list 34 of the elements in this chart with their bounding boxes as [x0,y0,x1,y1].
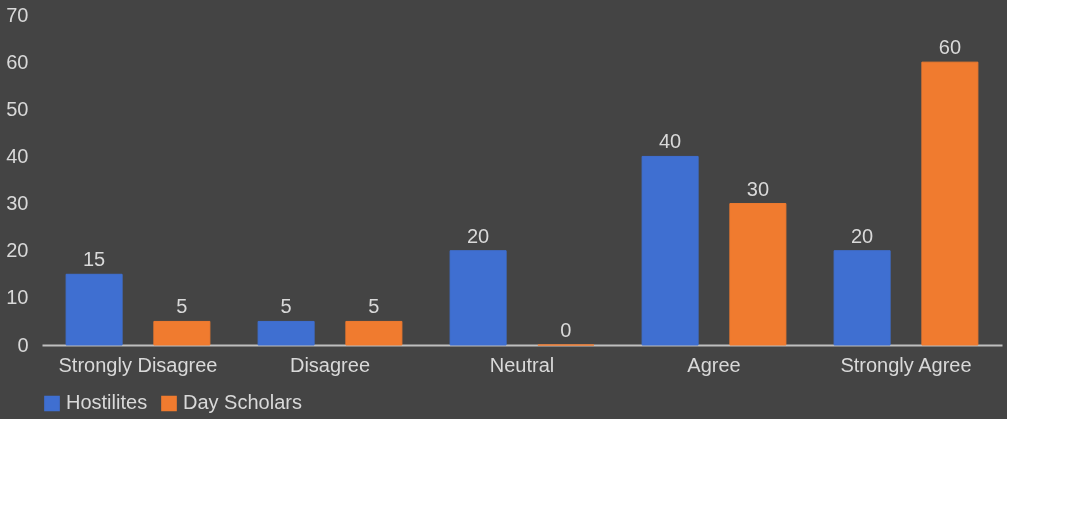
y-tick-label: 70 [6,3,29,26]
x-tick-label: Strongly Agree [840,353,972,376]
legend-label: Hostilites [66,391,148,414]
y-tick-label: 60 [6,50,29,73]
bar [153,320,211,346]
bar [729,203,787,346]
data-label: 15 [82,248,106,271]
y-tick-label: 0 [17,333,29,356]
bar [449,250,507,346]
bar [641,155,699,346]
bar [921,61,979,346]
data-label: 40 [658,130,682,153]
data-label: 0 [560,319,572,341]
data-label: 5 [368,295,380,318]
y-tick-label: 40 [6,144,29,167]
data-label: 5 [176,295,188,318]
x-tick-label: Strongly Disagree [58,353,218,376]
y-tick-label: 30 [6,192,29,215]
x-tick-label: Agree [687,353,741,376]
bar [257,320,315,346]
bar [833,250,891,346]
data-label: 20 [850,224,874,247]
data-label: 30 [746,177,770,200]
bar [65,273,123,346]
x-tick-label: Neutral [489,353,555,376]
x-tick-label: Disagree [289,353,371,376]
data-label: 5 [280,295,292,318]
y-tick-label: 50 [6,97,29,120]
data-label: 20 [466,224,490,247]
data-label: 60 [938,36,962,59]
bar [345,320,403,346]
y-tick-label: 20 [6,239,29,262]
y-tick-label: 10 [6,286,29,309]
legend-label: Day Scholars [183,391,302,414]
